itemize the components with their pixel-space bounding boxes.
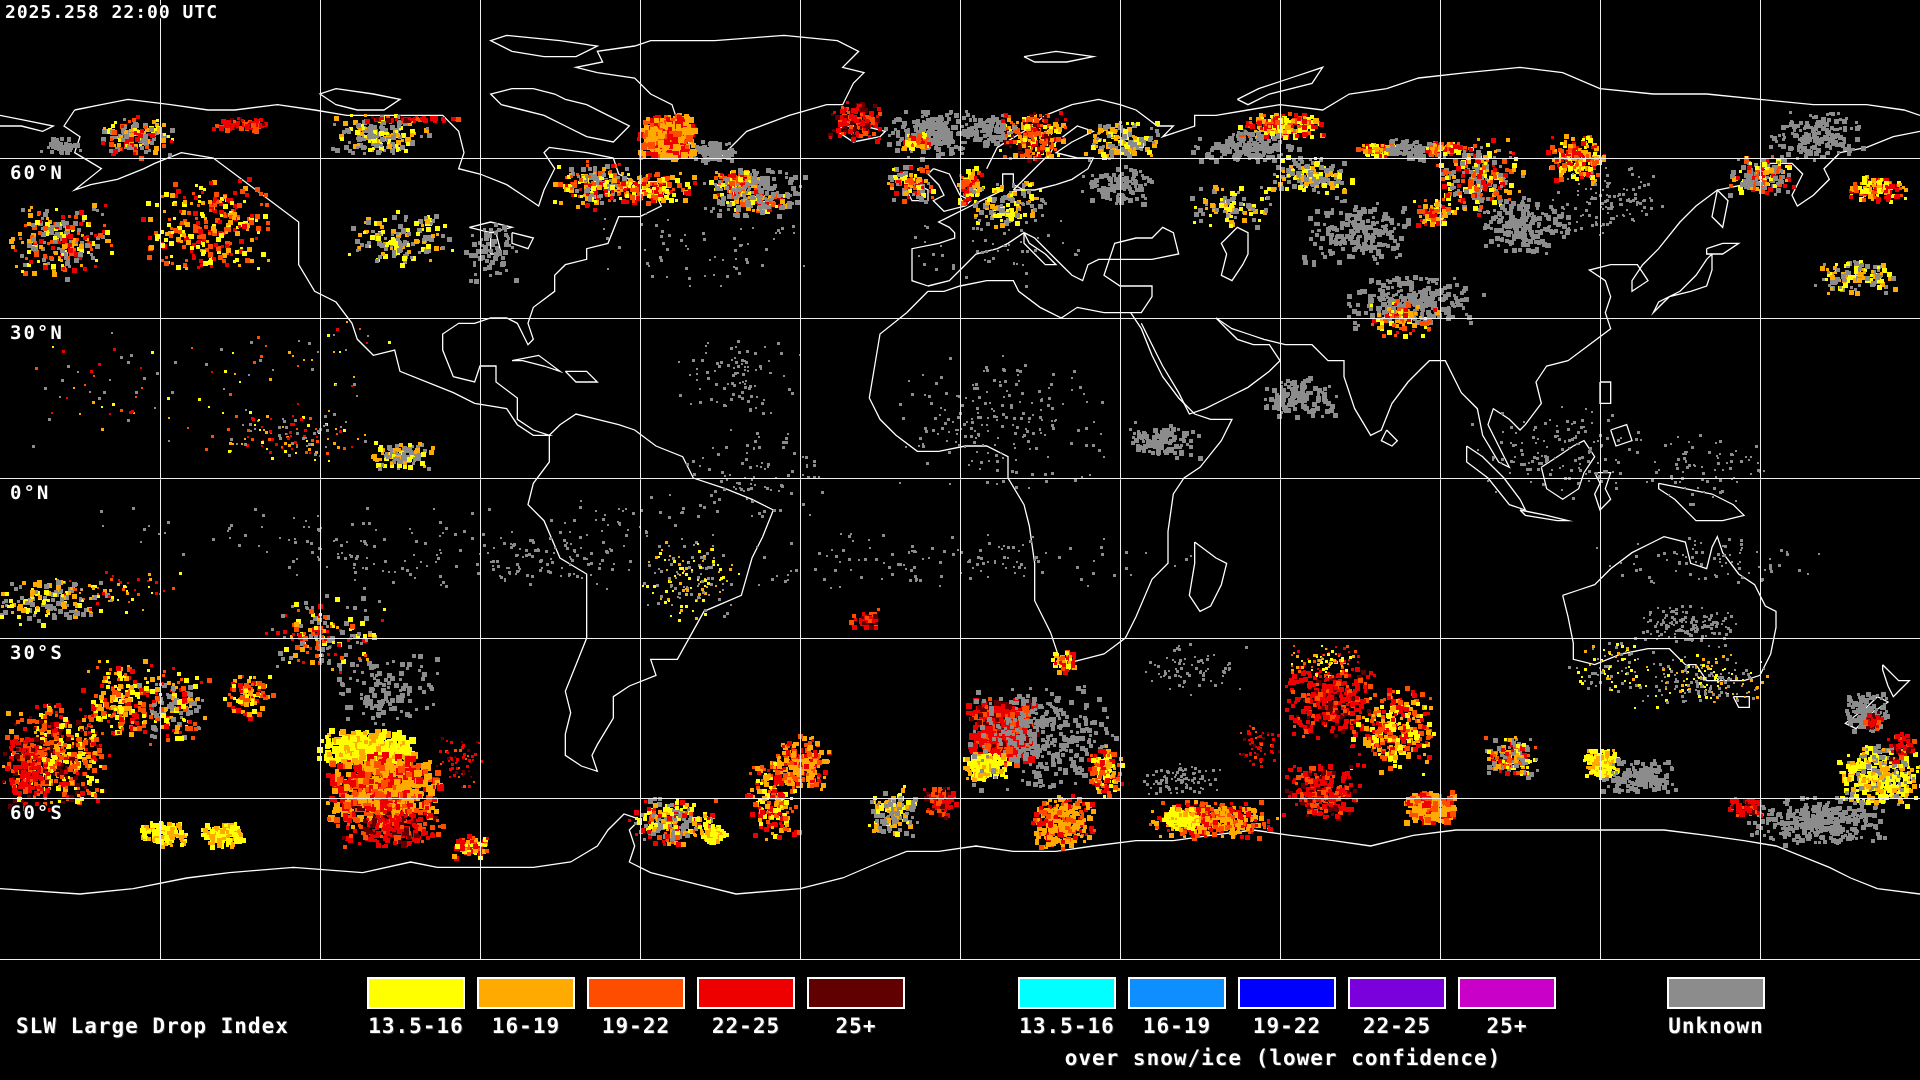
legend-swatch-snowice-0 <box>1018 977 1116 1009</box>
legend-label-snowice-4: 25+ <box>1486 1014 1528 1038</box>
lat-label-60S: 60°S <box>10 802 64 824</box>
legend-swatch-warm-1 <box>477 977 575 1009</box>
legend-snow-ice-caption: over snow/ice (lower confidence) <box>1064 1046 1502 1070</box>
legend-label-warm-1: 16-19 <box>491 1014 561 1038</box>
lat-label-30N: 30°N <box>10 322 64 344</box>
legend-swatch-warm-2 <box>587 977 685 1009</box>
lat-label-60N: 60°N <box>10 162 64 184</box>
legend-swatch-warm-0 <box>367 977 465 1009</box>
legend-swatch-snowice-1 <box>1128 977 1226 1009</box>
legend-label-snowice-1: 16-19 <box>1142 1014 1212 1038</box>
legend-swatch-snowice-3 <box>1348 977 1446 1009</box>
legend-label-snowice-0: 13.5-16 <box>1019 1014 1115 1038</box>
legend-label-warm-4: 25+ <box>835 1014 877 1038</box>
legend-swatch-warm-3 <box>697 977 795 1009</box>
legend-title: SLW Large Drop Index <box>16 1014 289 1038</box>
legend-label-warm-2: 19-22 <box>601 1014 671 1038</box>
legend-label-unknown: Unknown <box>1668 1014 1764 1038</box>
legend-label-snowice-3: 22-25 <box>1362 1014 1432 1038</box>
legend-swatch-snowice-4 <box>1458 977 1556 1009</box>
legend-swatch-snowice-2 <box>1238 977 1336 1009</box>
lat-label-0N: 0°N <box>10 482 51 504</box>
legend-label-warm-3: 22-25 <box>711 1014 781 1038</box>
timestamp-label: 2025.258 22:00 UTC <box>5 2 219 23</box>
legend-label-warm-0: 13.5-16 <box>368 1014 464 1038</box>
world-map-canvas <box>0 0 1920 960</box>
legend-swatch-warm-4 <box>807 977 905 1009</box>
legend: SLW Large Drop Index over snow/ice (lowe… <box>0 962 1920 1080</box>
legend-label-snowice-2: 19-22 <box>1252 1014 1322 1038</box>
lat-label-30S: 30°S <box>10 642 64 664</box>
legend-swatch-unknown <box>1667 977 1765 1009</box>
